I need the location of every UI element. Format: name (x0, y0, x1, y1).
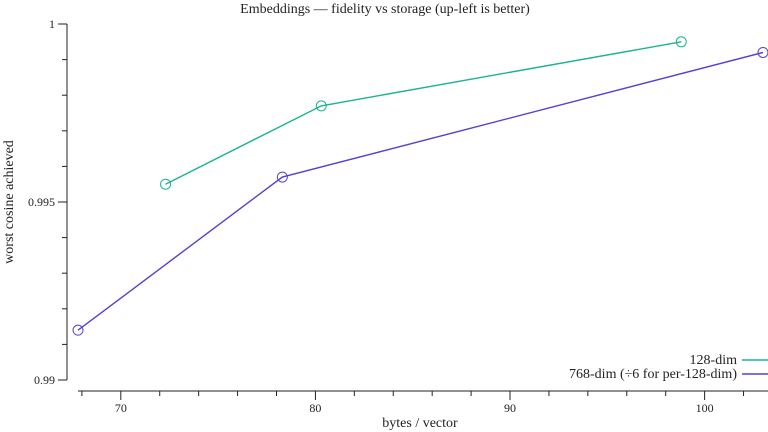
y-axis: 0.99 0.995 1 worst cosine achieved (2, 17, 68, 387)
y-tick-label: 1 (49, 17, 55, 31)
x-tick-label: 100 (696, 401, 714, 415)
legend-label: 128-dim (690, 353, 738, 368)
x-axis-label: bytes / vector (382, 416, 458, 431)
series-1 (160, 36, 687, 190)
data-point (757, 46, 768, 58)
legend-label: 768-dim (÷6 for per-128-dim) (569, 367, 737, 382)
y-ticks: 0.99 0.995 1 (28, 17, 67, 387)
x-tick-label: 90 (504, 401, 516, 415)
x-axis: 70 80 90 100 bytes / vector (78, 390, 768, 431)
x-tick-label: 80 (309, 401, 321, 415)
series-2 (72, 46, 768, 336)
plot-area (72, 36, 768, 336)
data-point (675, 36, 687, 48)
y-axis-label: worst cosine achieved (2, 140, 17, 264)
data-point (72, 324, 84, 336)
data-point (315, 100, 327, 112)
data-point (160, 178, 172, 190)
y-tick-label: 0.99 (34, 373, 55, 387)
x-tick-label: 70 (115, 401, 127, 415)
y-tick-label: 0.995 (28, 195, 55, 209)
chart-title: Embeddings — fidelity vs storage (up-lef… (240, 2, 530, 17)
data-point (276, 171, 288, 183)
series-line (77, 51, 764, 331)
x-ticks: 70 80 90 100 (81, 391, 745, 415)
series-line (165, 41, 682, 185)
